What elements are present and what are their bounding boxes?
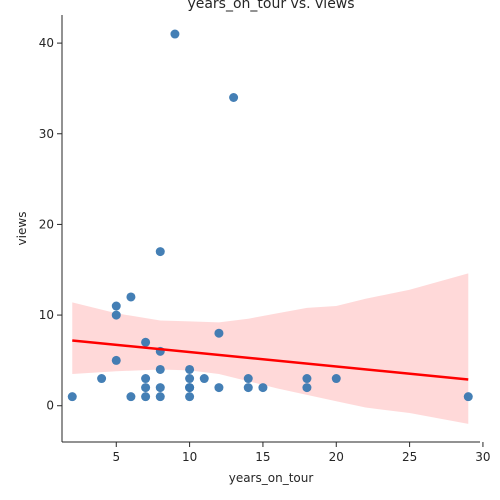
- data-point: [141, 383, 151, 393]
- data-point: [243, 374, 253, 384]
- axes-layer: 5 10 15 20 25 30 0 10 20 30 40: [39, 15, 491, 464]
- data-point: [67, 392, 77, 402]
- data-point: [243, 383, 253, 393]
- data-point: [185, 383, 195, 393]
- data-point: [331, 374, 341, 384]
- data-point: [141, 374, 151, 384]
- data-point: [185, 374, 195, 384]
- data-point: [111, 301, 121, 311]
- confidence-band-layer: [72, 273, 469, 424]
- y-tick-label: 20: [39, 217, 54, 231]
- data-point: [302, 374, 312, 384]
- x-tick-label: 20: [329, 450, 344, 464]
- data-point: [155, 392, 165, 402]
- x-tick-label: 15: [255, 450, 270, 464]
- x-tick-label: 10: [182, 450, 197, 464]
- data-point: [258, 383, 268, 393]
- data-point: [302, 383, 312, 393]
- data-point: [141, 337, 151, 347]
- data-point: [126, 392, 136, 402]
- confidence-band: [72, 273, 469, 424]
- x-tick-label: 30: [475, 450, 490, 464]
- y-axis-label: views: [15, 212, 29, 246]
- x-tick-label: 25: [402, 450, 417, 464]
- data-points-layer: [67, 29, 473, 402]
- data-point: [111, 355, 121, 365]
- x-axis-label: years_on_tour: [229, 471, 314, 485]
- data-point: [126, 292, 136, 302]
- data-point: [214, 383, 224, 393]
- data-point: [185, 364, 195, 374]
- data-point: [155, 383, 165, 393]
- x-tick-label: 5: [112, 450, 120, 464]
- data-point: [463, 392, 473, 402]
- data-point: [229, 92, 239, 102]
- data-point: [111, 310, 121, 320]
- regression-line-layer: [72, 339, 469, 381]
- y-tick-label: 30: [39, 127, 54, 141]
- data-point: [170, 29, 180, 39]
- data-point: [214, 328, 224, 338]
- data-point: [97, 374, 107, 384]
- data-point: [141, 392, 151, 402]
- data-point: [155, 364, 165, 374]
- data-point: [185, 392, 195, 402]
- y-tick-label: 40: [39, 36, 54, 50]
- regression-line: [72, 339, 469, 381]
- y-tick-label: 10: [39, 308, 54, 322]
- chart-title: years_on_tour vs. views: [187, 0, 354, 12]
- y-tick-label: 0: [46, 399, 54, 413]
- data-point: [155, 247, 165, 257]
- data-point: [199, 374, 209, 384]
